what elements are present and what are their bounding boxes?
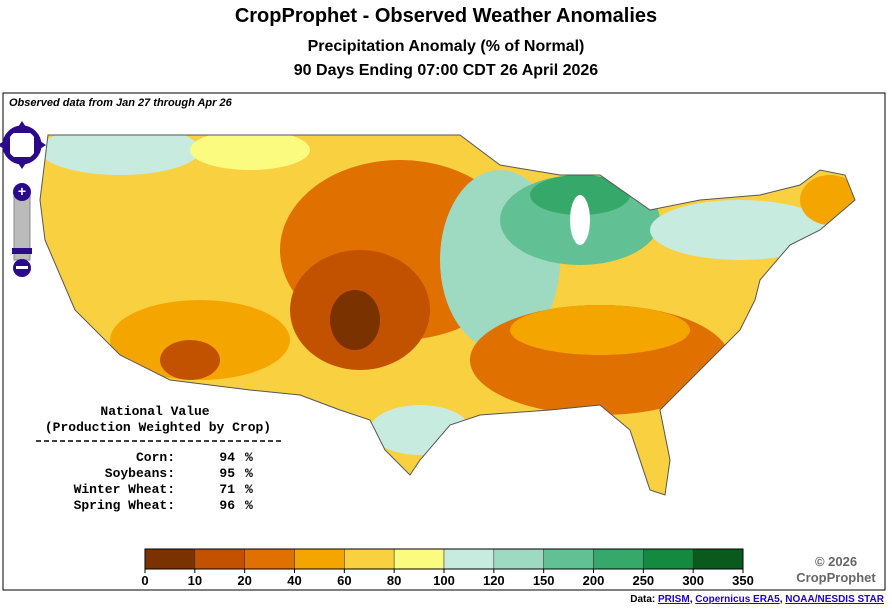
legend-swatch (543, 548, 594, 570)
crop-value: 71 (219, 482, 235, 497)
us-outline (39, 134, 856, 496)
legend-swatch (443, 548, 495, 570)
national-subtitle: (Production Weighted by Crop) (45, 420, 271, 435)
legend-tick-label: 80 (387, 573, 401, 588)
legend-tick-label: 350 (732, 573, 754, 588)
crop-unit: % (245, 450, 253, 465)
legend-tick-label: 60 (337, 573, 351, 588)
legend-tick-label: 10 (188, 573, 202, 588)
legend-swatch (194, 548, 245, 570)
legend: 0 10 20 40 60 80 100 120 150 200 250 300 350 (141, 548, 754, 588)
legend-tick-label: 40 (287, 573, 301, 588)
crop-unit: % (245, 466, 253, 481)
legend-swatch (593, 548, 644, 570)
crop-unit: % (245, 498, 253, 513)
legend-tick-label: 100 (433, 573, 455, 588)
legend-swatch (393, 548, 445, 570)
lake-michigan (570, 195, 590, 245)
legend-swatch (144, 548, 196, 570)
legend-tick-label: 300 (682, 573, 704, 588)
footer: Data: PRISM, Copernicus ERA5, NOAA/NESDI… (630, 594, 884, 605)
legend-swatch (244, 548, 295, 570)
legend-tick-label: 150 (533, 573, 555, 588)
crop-name: Spring Wheat: (74, 498, 175, 513)
zoom-control[interactable]: + (12, 183, 32, 277)
copyright: © 2026 (815, 554, 857, 569)
legend-swatch (294, 548, 345, 570)
crop-unit: % (245, 482, 253, 497)
brand: CropProphet (796, 570, 876, 585)
map-note: Observed data from Jan 27 through Apr 26 (9, 97, 233, 109)
legend-swatch (692, 548, 744, 570)
source-link[interactable]: NOAA/NESDIS STAR (785, 594, 884, 605)
source-link[interactable]: Copernicus ERA5 (695, 594, 780, 605)
crop-value: 95 (219, 466, 235, 481)
pan-control[interactable] (0, 121, 46, 169)
legend-swatch (643, 548, 694, 570)
national-title: National Value (100, 404, 209, 419)
crop-name: Soybeans: (105, 466, 175, 481)
legend-tick-label: 120 (483, 573, 505, 588)
period: 90 Days Ending 07:00 CDT 26 April 2026 (293, 62, 599, 79)
footer-label: Data: (630, 594, 656, 605)
legend-tick-label: 20 (237, 573, 251, 588)
crop-value: 96 (219, 498, 235, 513)
legend-tick-label: 200 (583, 573, 605, 588)
crop-name: Corn: (136, 450, 175, 465)
legend-swatch (344, 548, 395, 570)
national-value: National Value(Production Weighted by Cr… (36, 404, 282, 513)
svg-text:+: + (18, 183, 26, 199)
source-link[interactable]: PRISM (658, 594, 690, 605)
crop-name: Winter Wheat: (74, 482, 175, 497)
legend-swatch (493, 548, 544, 570)
title: CropProphet - Observed Weather Anomalies (234, 5, 658, 27)
subtitle: Precipitation Anomaly (% of Normal) (307, 38, 585, 55)
map-panel: Observed data from Jan 27 through Apr 26… (0, 92, 886, 591)
legend-tick-label: 250 (632, 573, 654, 588)
legend-tick-label: 0 (141, 573, 148, 588)
crop-value: 94 (219, 450, 235, 465)
